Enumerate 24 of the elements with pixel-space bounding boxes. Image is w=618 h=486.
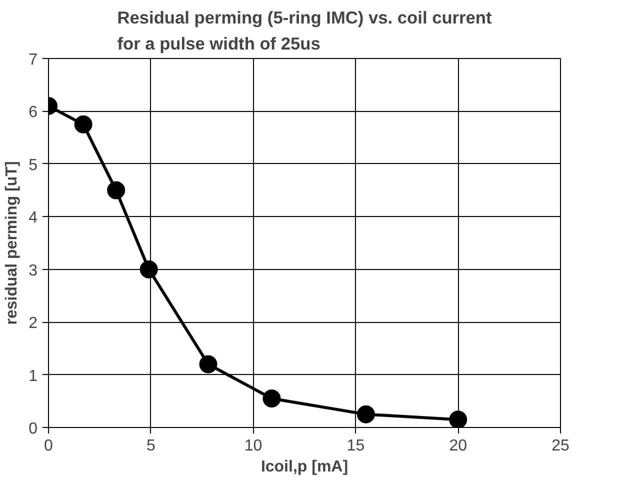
- point: [107, 181, 126, 200]
- chart-title: Residual perming (5-ring IMC) vs. coil current for a pulse width of 25us: [117, 8, 492, 54]
- point: [140, 260, 158, 278]
- y-tick-label: 0: [28, 420, 38, 438]
- x-tick-label: 20: [449, 438, 468, 454]
- y-tick-label: 6: [28, 104, 38, 122]
- y-tick-label: 7: [28, 52, 38, 68]
- x-tick-label: 10: [244, 438, 262, 454]
- x-tick-label: 5: [146, 438, 156, 454]
- x-tick-label: 0: [44, 438, 54, 454]
- x-tick-label: 25: [552, 438, 570, 454]
- y-tick-label: 4: [28, 210, 38, 227]
- point: [356, 405, 375, 424]
- point: [449, 410, 468, 428]
- point: [262, 390, 281, 408]
- y-tick-label: 1: [28, 368, 38, 385]
- y-tick-label: 3: [28, 262, 38, 280]
- point: [74, 115, 92, 134]
- y-tick-label: 2: [28, 315, 38, 332]
- y-tick-label: 5: [28, 156, 38, 174]
- point: [199, 355, 218, 374]
- x-axis-title: Icoil,p [mA]: [260, 458, 348, 476]
- y-axis-title: residual perming [uT]: [4, 161, 21, 325]
- x-tick-label: 15: [346, 438, 365, 454]
